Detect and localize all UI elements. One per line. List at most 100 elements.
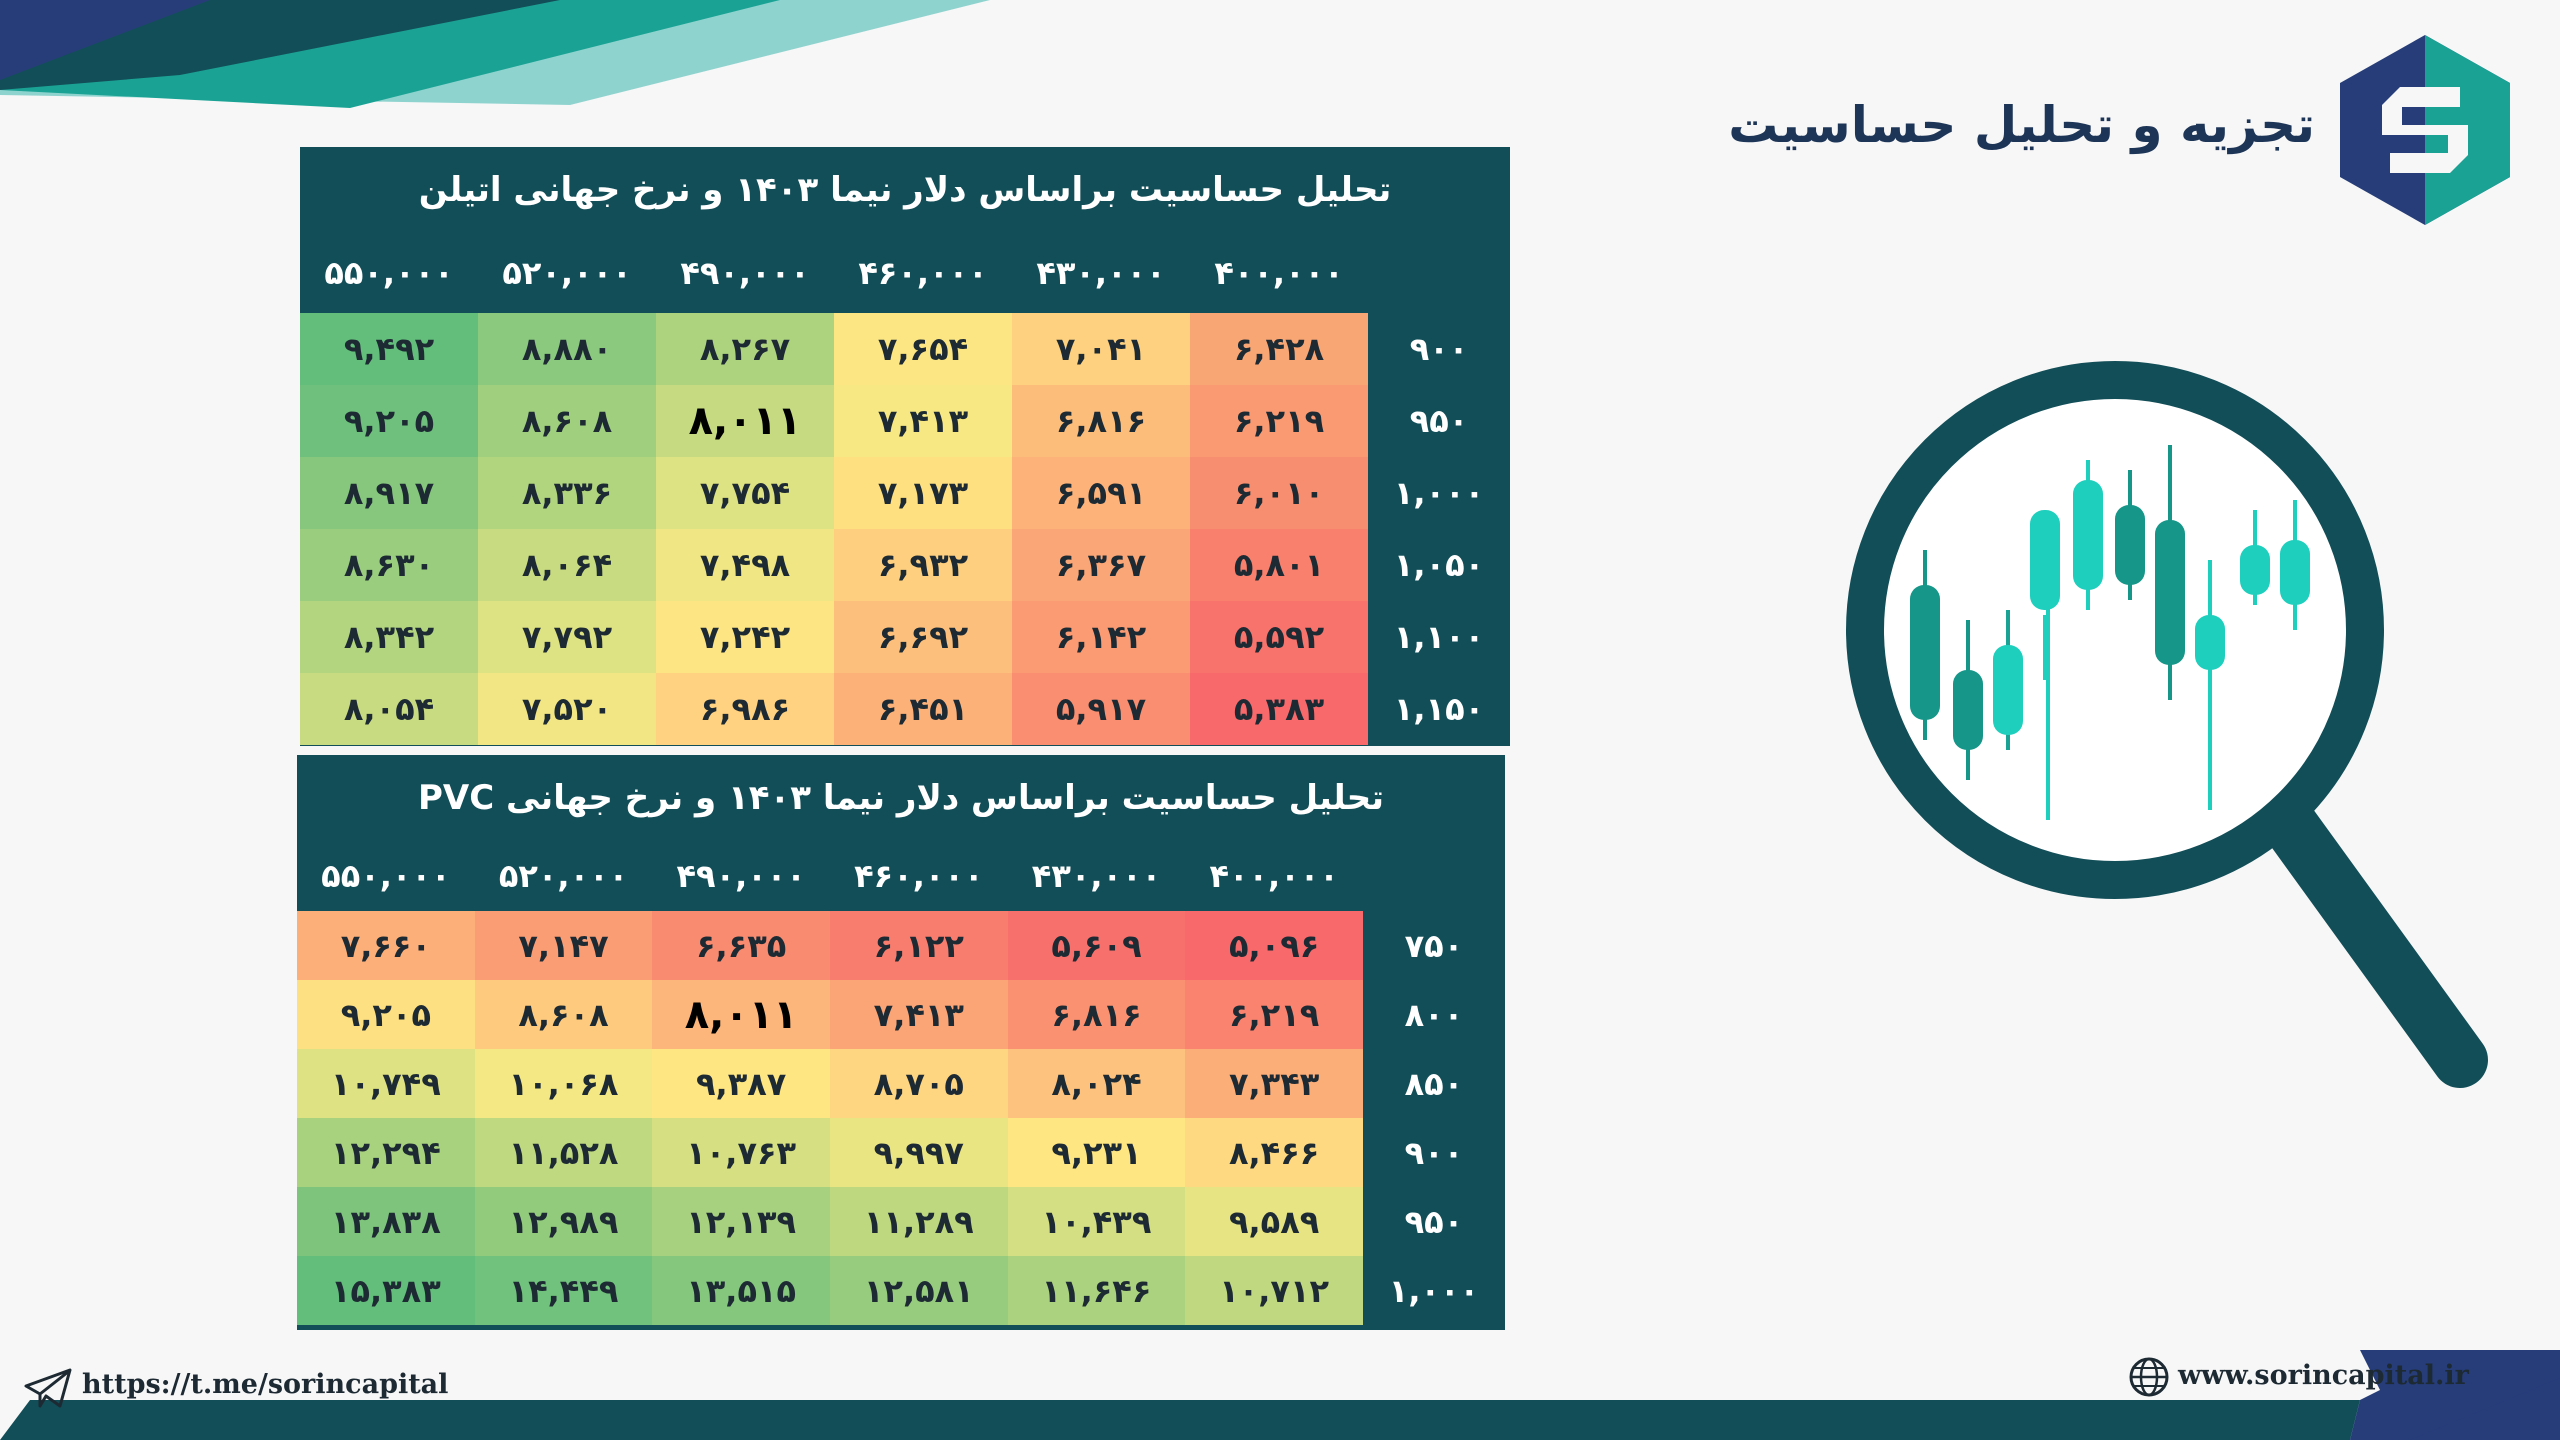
table-cell: ۵,۹۱۷	[1012, 673, 1190, 745]
row-label: ۷۵۰	[1362, 911, 1505, 980]
website-link[interactable]: www.sorincapital.ir	[2178, 1360, 2469, 1391]
column-header: ۴۹۰,۰۰۰	[680, 254, 810, 292]
table-cell: ۶,۰۱۰	[1190, 457, 1368, 529]
table-cell: ۸,۳۳۶	[478, 457, 656, 529]
table-cell: ۸,۶۳۰	[300, 529, 478, 601]
table-cell: ۸,۶۰۸	[478, 385, 656, 457]
table-cell: ۶,۴۵۱	[834, 673, 1012, 745]
table-cell: ۸,۲۶۷	[656, 313, 834, 385]
table-row: ۹,۴۹۲ ۸,۸۸۰ ۸,۲۶۷ ۷,۶۵۴ ۷,۰۴۱ ۶,۴۲۸ ۹۰۰	[300, 313, 1510, 385]
table-cell: ۱۱,۵۲۸	[474, 1118, 653, 1187]
table-cell: ۹,۴۹۲	[300, 313, 478, 385]
table-title: تحلیل حساسیت براساس دلار نیما ۱۴۰۳ و نرخ…	[418, 778, 1384, 818]
table-cell: ۱۱,۲۸۹	[829, 1187, 1008, 1256]
table-cell: ۶,۹۸۶	[656, 673, 834, 745]
table-cell: ۷,۴۱۳	[834, 385, 1012, 457]
column-header: ۴۶۰,۰۰۰	[854, 857, 984, 895]
row-label: ۹۵۰	[1368, 385, 1510, 457]
table-cell: ۸,۰۲۴	[1007, 1049, 1186, 1118]
table-cell: ۶,۴۲۸	[1190, 313, 1368, 385]
table-row: ۱۳,۸۳۸ ۱۲,۹۸۹ ۱۲,۱۳۹ ۱۱,۲۸۹ ۱۰,۴۳۹ ۹,۵۸۹ ۹۵۰	[297, 1187, 1505, 1256]
table-row: ۹,۲۰۵ ۸,۶۰۸ ۸,۰۱۱ ۷,۴۱۳ ۶,۸۱۶ ۶,۲۱۹ ۸۰۰	[297, 980, 1505, 1049]
column-header: ۴۰۰,۰۰۰	[1214, 254, 1344, 292]
table-row: ۱۲,۲۹۴ ۱۱,۵۲۸ ۱۰,۷۶۳ ۹,۹۹۷ ۹,۲۳۱ ۸,۴۶۶ ۹۰۰	[297, 1118, 1505, 1187]
column-header: ۵۵۰,۰۰۰	[324, 254, 454, 292]
row-label: ۸۰۰	[1362, 980, 1505, 1049]
telegram-link[interactable]: https://t.me/sorincapital	[82, 1369, 449, 1400]
table-cell: ۶,۶۹۲	[834, 601, 1012, 673]
table-cell: ۱۳,۵۱۵	[652, 1256, 830, 1325]
table-cell: ۹,۲۰۵	[300, 385, 478, 457]
globe-icon	[2129, 1357, 2169, 1397]
table-cell: ۹,۹۹۷	[829, 1118, 1008, 1187]
table-cell: ۶,۶۳۵	[652, 911, 830, 980]
column-header: ۴۳۰,۰۰۰	[1036, 254, 1166, 292]
page-title: تجزیه و تحلیل حساسیت	[1728, 96, 2315, 154]
table-cell: ۱۲,۹۸۹	[474, 1187, 653, 1256]
table-cell: ۱۰,۰۶۸	[474, 1049, 653, 1118]
column-header: ۴۰۰,۰۰۰	[1209, 857, 1339, 895]
table-cell: ۷,۲۴۲	[656, 601, 834, 673]
column-header: ۵۵۰,۰۰۰	[321, 857, 451, 895]
table-cell: ۱۲,۵۸۱	[829, 1256, 1008, 1325]
table-cell: ۸,۳۴۲	[300, 601, 478, 673]
table-row: ۹,۲۰۵ ۸,۶۰۸ ۸,۰۱۱ ۷,۴۱۳ ۶,۸۱۶ ۶,۲۱۹ ۹۵۰	[300, 385, 1510, 457]
telegram-icon	[24, 1368, 72, 1408]
table-cell: ۹,۵۸۹	[1185, 1187, 1363, 1256]
row-label: ۱,۰۵۰	[1368, 529, 1510, 601]
table-cell: ۷,۶۶۰	[297, 911, 475, 980]
row-label: ۱,۱۰۰	[1368, 601, 1510, 673]
table-cell: ۱۰,۷۶۳	[652, 1118, 830, 1187]
table-row: ۸,۹۱۷ ۸,۳۳۶ ۷,۷۵۴ ۷,۱۷۳ ۶,۵۹۱ ۶,۰۱۰ ۱,۰۰۰	[300, 457, 1510, 529]
table-header-row: ۵۵۰,۰۰۰ ۵۲۰,۰۰۰ ۴۹۰,۰۰۰ ۴۶۰,۰۰۰ ۴۳۰,۰۰۰ ۴۰۰,۰…	[297, 841, 1505, 911]
table-cell: ۸,۶۰۸	[474, 980, 653, 1049]
table-cell: ۹,۲۳۱	[1007, 1118, 1186, 1187]
table-cell: ۱۲,۱۳۹	[652, 1187, 830, 1256]
magnifier-candlestick-icon	[1846, 361, 2488, 1088]
brand-header: تجزیه و تحلیل حساسیت	[1560, 0, 2560, 260]
header-corner	[1368, 233, 1510, 313]
table-cell: ۱۰,۴۳۹	[1007, 1187, 1186, 1256]
table-cell: ۵,۵۹۲	[1190, 601, 1368, 673]
sensitivity-table-ethylene: تحلیل حساسیت براساس دلار نیما ۱۴۰۳ و نرخ…	[300, 147, 1510, 746]
table-cell: ۱۲,۲۹۴	[297, 1118, 475, 1187]
table-title: تحلیل حساسیت براساس دلار نیما ۱۴۰۳ و نرخ…	[418, 170, 1392, 210]
table-cell: ۷,۴۱۳	[829, 980, 1008, 1049]
table-cell: ۷,۰۴۱	[1012, 313, 1190, 385]
table-cell: ۶,۸۱۶	[1012, 385, 1190, 457]
row-label: ۱,۱۵۰	[1368, 673, 1510, 745]
table-cell: ۷,۶۵۴	[834, 313, 1012, 385]
table-cell: ۶,۹۳۲	[834, 529, 1012, 601]
table-cell: ۶,۳۶۷	[1012, 529, 1190, 601]
table-row: ۸,۰۵۴ ۷,۵۲۰ ۶,۹۸۶ ۶,۴۵۱ ۵,۹۱۷ ۵,۳۸۳ ۱,۱۵۰	[300, 673, 1510, 745]
top-left-banner-decoration	[0, 0, 990, 108]
table-row: ۱۵,۳۸۳ ۱۴,۴۴۹ ۱۳,۵۱۵ ۱۲,۵۸۱ ۱۱,۶۴۶ ۱۰,۷۱۲ ۱,۰۰…	[297, 1256, 1505, 1325]
header-corner	[1363, 841, 1505, 911]
table-cell: ۷,۳۴۳	[1185, 1049, 1363, 1118]
table-cell: ۸,۸۸۰	[478, 313, 656, 385]
sensitivity-table-pvc: تحلیل حساسیت براساس دلار نیما ۱۴۰۳ و نرخ…	[297, 755, 1505, 1330]
table-cell: ۶,۲۱۹	[1190, 385, 1368, 457]
row-label: ۹۰۰	[1362, 1118, 1505, 1187]
table-cell: ۸,۰۱۱	[652, 980, 830, 1049]
table-cell: ۵,۶۰۹	[1007, 911, 1186, 980]
table-row: ۱۰,۷۴۹ ۱۰,۰۶۸ ۹,۳۸۷ ۸,۷۰۵ ۸,۰۲۴ ۷,۳۴۳ ۸۵۰	[297, 1049, 1505, 1118]
table-cell: ۷,۷۵۴	[656, 457, 834, 529]
table-cell: ۶,۵۹۱	[1012, 457, 1190, 529]
table-cell: ۸,۰۵۴	[300, 673, 478, 745]
table-cell: ۷,۵۲۰	[478, 673, 656, 745]
table-cell: ۵,۳۸۳	[1190, 673, 1368, 745]
table-cell: ۸,۰۱۱	[656, 385, 834, 457]
table-cell: ۶,۱۲۲	[829, 911, 1008, 980]
row-label: ۸۵۰	[1362, 1049, 1505, 1118]
column-header: ۴۶۰,۰۰۰	[858, 254, 988, 292]
table-cell: ۶,۲۱۹	[1185, 980, 1363, 1049]
table-cell: ۶,۱۴۲	[1012, 601, 1190, 673]
table-cell: ۷,۷۹۲	[478, 601, 656, 673]
table-cell: ۱۰,۷۴۹	[297, 1049, 475, 1118]
table-cell: ۱۳,۸۳۸	[297, 1187, 475, 1256]
table-row: ۸,۶۳۰ ۸,۰۶۴ ۷,۴۹۸ ۶,۹۳۲ ۶,۳۶۷ ۵,۸۰۱ ۱,۰۵۰	[300, 529, 1510, 601]
column-header: ۴۹۰,۰۰۰	[676, 857, 806, 895]
row-label: ۱,۰۰۰	[1362, 1256, 1505, 1325]
table-cell: ۷,۱۷۳	[834, 457, 1012, 529]
